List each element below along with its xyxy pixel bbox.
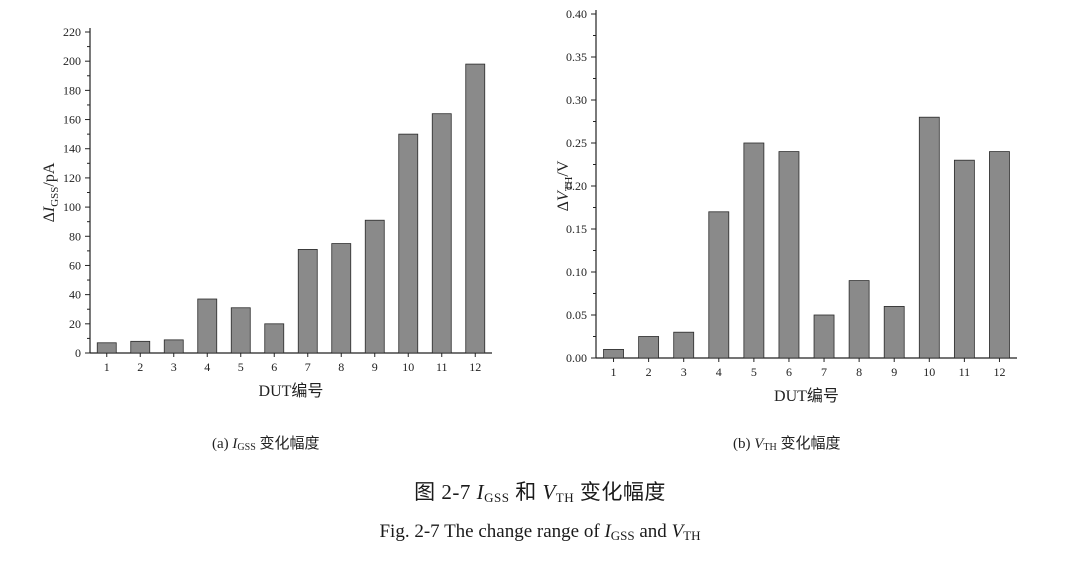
y-tick-label: 0.40 xyxy=(566,7,587,21)
x-tick-label: 7 xyxy=(821,365,827,379)
bar-dut-2 xyxy=(638,336,660,359)
figure-caption-cn: 图 2-7 IGSS 和 VTH 变化幅度 xyxy=(414,480,666,505)
bar-dut-8 xyxy=(848,280,870,359)
x-tick-label: 5 xyxy=(238,360,244,374)
x-tick-label: 10 xyxy=(402,360,414,374)
y-tick-label: 0.15 xyxy=(566,222,587,236)
x-tick-label: 6 xyxy=(271,360,277,374)
y-tick-label: 120 xyxy=(63,171,81,185)
y-tick-label: 140 xyxy=(63,142,81,156)
y-tick-label: 60 xyxy=(69,258,81,272)
x-tick-label: 3 xyxy=(171,360,177,374)
y-tick-label: 200 xyxy=(63,54,81,68)
x-tick-label: 4 xyxy=(204,360,210,374)
bar-dut-2 xyxy=(130,340,151,354)
bar-dut-11 xyxy=(953,159,975,359)
x-axis-title: DUT编号 xyxy=(774,387,839,405)
y-tick-label: 0.05 xyxy=(566,308,587,322)
x-tick-label: 4 xyxy=(716,365,722,379)
bar-dut-9 xyxy=(883,305,905,359)
bar-dut-5 xyxy=(230,307,251,354)
x-tick-label: 9 xyxy=(372,360,378,374)
bar-dut-8 xyxy=(331,243,352,354)
x-tick-label: 11 xyxy=(959,365,971,379)
x-axis-title: DUT编号 xyxy=(259,382,324,400)
bar-dut-6 xyxy=(778,151,800,359)
y-tick-label: 0.10 xyxy=(566,265,587,279)
bar-dut-3 xyxy=(163,339,184,354)
bar-dut-12 xyxy=(989,151,1010,359)
y-tick-label: 0.20 xyxy=(566,179,587,193)
bar-dut-7 xyxy=(297,249,318,354)
x-tick-label: 3 xyxy=(681,365,687,379)
y-tick-label: 20 xyxy=(69,317,81,331)
figure-caption-en: Fig. 2-7 The change range of IGSS and VT… xyxy=(379,521,701,543)
y-tick-label: 0 xyxy=(75,346,81,360)
y-tick-label: 220 xyxy=(63,25,81,39)
bar-dut-9 xyxy=(364,219,385,354)
x-tick-label: 2 xyxy=(137,360,143,374)
y-tick-label: 40 xyxy=(69,288,81,302)
x-tick-label: 1 xyxy=(611,365,617,379)
bar-dut-3 xyxy=(673,331,695,359)
x-tick-label: 12 xyxy=(993,365,1005,379)
bar-dut-11 xyxy=(431,113,452,354)
bar-dut-10 xyxy=(918,116,940,359)
y-tick-label: 80 xyxy=(69,229,81,243)
x-tick-label: 8 xyxy=(856,365,862,379)
x-tick-label: 2 xyxy=(646,365,652,379)
subcaption-a: (a) IGSS 变化幅度 xyxy=(212,436,320,453)
x-tick-label: 11 xyxy=(436,360,448,374)
y-tick-label: 160 xyxy=(63,113,81,127)
chart-b-vth: 0.000.050.100.150.200.250.300.350.401 2 3 4… xyxy=(555,7,1017,405)
x-tick-label: 9 xyxy=(891,365,897,379)
x-tick-label: 10 xyxy=(923,365,935,379)
x-tick-label: 5 xyxy=(751,365,757,379)
y-tick-label: 0.00 xyxy=(566,351,587,365)
y-axis-title: ΔIGSS/pA xyxy=(41,162,61,222)
bar-dut-4 xyxy=(708,211,730,359)
subcaption-b: (b) VTH 变化幅度 xyxy=(733,436,841,453)
x-tick-label: 12 xyxy=(469,360,481,374)
y-tick-label: 0.25 xyxy=(566,136,587,150)
bar-dut-6 xyxy=(264,323,285,354)
x-tick-label: 6 xyxy=(786,365,792,379)
x-tick-label: 7 xyxy=(305,360,311,374)
x-tick-label: 8 xyxy=(338,360,344,374)
bar-dut-4 xyxy=(197,298,218,354)
y-tick-label: 0.35 xyxy=(566,50,587,64)
y-tick-label: 0.30 xyxy=(566,93,587,107)
bar-dut-12 xyxy=(465,63,486,354)
y-axis-title: ΔVTH/V xyxy=(555,160,575,211)
x-tick-label: 1 xyxy=(104,360,110,374)
bar-dut-1 xyxy=(96,342,117,354)
bar-dut-1 xyxy=(603,348,624,359)
bar-dut-7 xyxy=(813,314,835,359)
y-tick-label: 100 xyxy=(63,200,81,214)
bar-dut-5 xyxy=(743,142,765,359)
bar-dut-10 xyxy=(398,133,419,354)
y-tick-label: 180 xyxy=(63,83,81,97)
